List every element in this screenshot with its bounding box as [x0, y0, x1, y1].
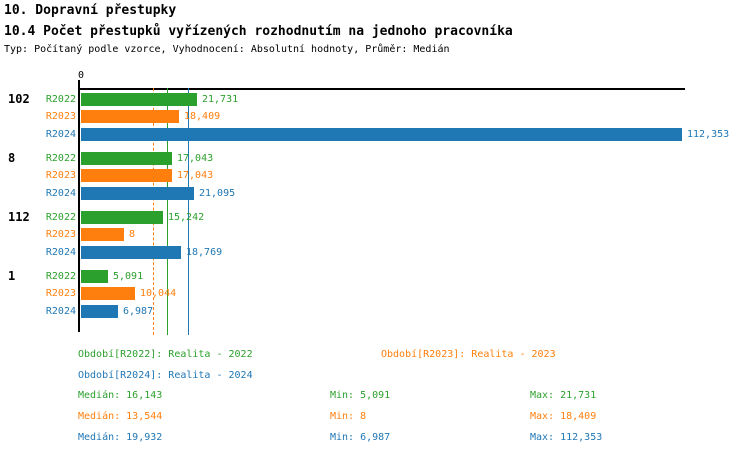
median-line-r2024 [187, 88, 189, 335]
bar-value-label: 17,043 [177, 153, 214, 164]
report-title: 10. Dopravní přestupky [4, 3, 177, 18]
stat-min-r2024: Min: 6,987 [330, 432, 391, 443]
legend-item-r2023: Období[R2023]: Realita - 2023 [381, 349, 556, 360]
report-section-title: 10.4 Počet přestupků vyřízených rozhodnu… [4, 24, 513, 39]
bar-value-label: 21,731 [202, 94, 239, 105]
stat-min-r2022: Min: 5,091 [330, 390, 391, 401]
bar-r2023 [81, 169, 172, 182]
bar-r2022 [81, 270, 108, 283]
series-label-r2023: R2023 [45, 288, 76, 299]
bar-value-label: 112,353 [687, 129, 730, 140]
stat-median-r2024: Medián: 19,932 [78, 432, 163, 443]
bar-r2024 [81, 305, 118, 318]
series-label-r2024: R2024 [45, 129, 76, 140]
bar-r2023 [81, 287, 135, 300]
bar-r2024 [81, 246, 181, 259]
series-label-r2023: R2023 [45, 229, 76, 240]
stat-max-r2023: Max: 18,409 [530, 411, 597, 422]
group-label: 8 [8, 151, 16, 165]
legend-item-r2022: Období[R2022]: Realita - 2022 [78, 349, 253, 360]
series-label-r2022: R2022 [45, 94, 76, 105]
bar-value-label: 18,409 [184, 111, 221, 122]
bar-value-label: 17,043 [177, 170, 214, 181]
bar-value-label: 6,987 [123, 306, 154, 317]
stat-median-r2023: Medián: 13,544 [78, 411, 163, 422]
series-label-r2023: R2023 [45, 111, 76, 122]
series-label-r2024: R2024 [45, 306, 76, 317]
series-label-r2023: R2023 [45, 170, 76, 181]
stat-max-r2022: Max: 21,731 [530, 390, 597, 401]
x-axis-line [78, 88, 685, 90]
bar-value-label: 5,091 [113, 271, 144, 282]
stat-max-r2024: Max: 112,353 [530, 432, 603, 443]
stat-median-r2022: Medián: 16,143 [78, 390, 163, 401]
bar-value-label: 10,044 [140, 288, 177, 299]
bar-r2023 [81, 110, 179, 123]
bar-value-label: 21,095 [199, 188, 236, 199]
bar-value-label: 8 [129, 229, 136, 240]
bar-r2022 [81, 211, 163, 224]
y-axis-line [78, 80, 80, 332]
bar-r2022 [81, 152, 172, 165]
series-label-r2024: R2024 [45, 247, 76, 258]
bar-value-label: 15,242 [168, 212, 205, 223]
bar-r2023 [81, 228, 124, 241]
stat-min-r2023: Min: 8 [330, 411, 367, 422]
bar-value-label: 18,769 [186, 247, 223, 258]
group-label: 112 [8, 210, 30, 224]
bar-r2022 [81, 93, 197, 106]
median-line-r2022 [167, 88, 169, 335]
bar-r2024 [81, 128, 682, 141]
group-label: 102 [8, 92, 30, 106]
report-meta: Typ: Počítaný podle vzorce, Vyhodnocení:… [4, 44, 450, 55]
bar-r2024 [81, 187, 194, 200]
legend-item-r2024: Období[R2024]: Realita - 2024 [78, 370, 253, 381]
series-label-r2024: R2024 [45, 188, 76, 199]
series-label-r2022: R2022 [45, 212, 76, 223]
group-label: 1 [8, 269, 16, 283]
series-label-r2022: R2022 [45, 271, 76, 282]
axis-zero-label: 0 [77, 70, 85, 81]
series-label-r2022: R2022 [45, 153, 76, 164]
